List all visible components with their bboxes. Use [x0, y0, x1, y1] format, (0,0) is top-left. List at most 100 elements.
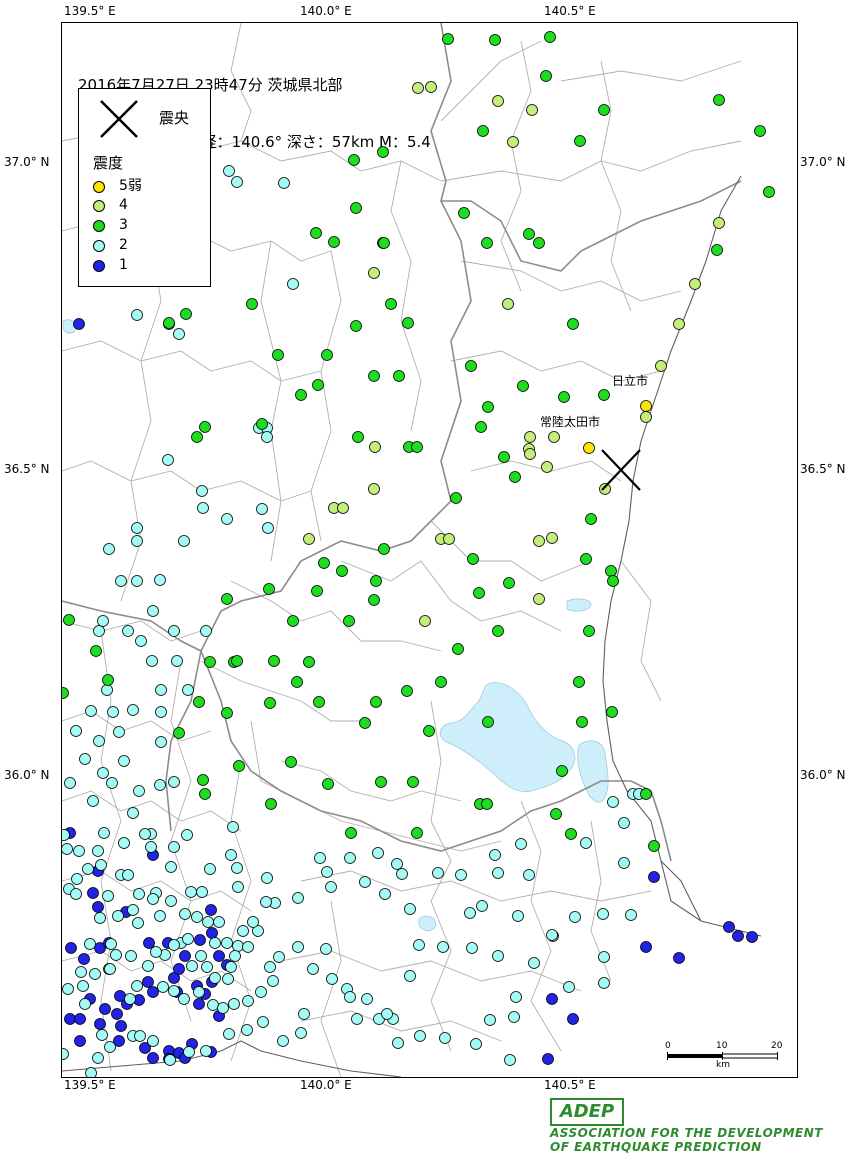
station-int1	[64, 1013, 76, 1025]
station-int2	[62, 829, 70, 841]
station-int2	[131, 309, 143, 321]
station-int2	[277, 1035, 289, 1047]
station-int3	[193, 696, 205, 708]
station-int2	[118, 837, 130, 849]
station-int2	[104, 1041, 116, 1053]
station-int3	[343, 615, 355, 627]
station-int2	[228, 998, 240, 1010]
station-int2	[292, 892, 304, 904]
station-int2	[131, 535, 143, 547]
station-int4	[533, 535, 545, 547]
station-int2	[242, 995, 254, 1007]
station-int2	[147, 605, 159, 617]
station-int3	[482, 716, 494, 728]
station-int3	[567, 318, 579, 330]
station-int2	[102, 890, 114, 902]
station-int2	[168, 776, 180, 788]
station-int1	[194, 934, 206, 946]
station-int3	[231, 655, 243, 667]
station-int2	[168, 625, 180, 637]
lat-label-left-3: 36.0° N	[4, 768, 50, 782]
station-int1	[168, 972, 180, 984]
lake-small-3	[418, 915, 437, 931]
station-int2	[179, 908, 191, 920]
station-int2	[182, 684, 194, 696]
station-int2	[62, 983, 74, 995]
station-int2	[598, 951, 610, 963]
station-int2	[321, 866, 333, 878]
station-int2	[154, 779, 166, 791]
station-int1	[179, 950, 191, 962]
station-int3	[523, 228, 535, 240]
station-int1	[65, 942, 77, 954]
station-int2	[237, 925, 249, 937]
station-int4	[673, 318, 685, 330]
adep-logo-line1: ASSOCIATION FOR THE DEVELOPMENT	[550, 1126, 823, 1140]
station-int1	[143, 937, 155, 949]
station-int1	[673, 952, 685, 964]
station-int2	[618, 857, 630, 869]
station-int2	[147, 893, 159, 905]
station-int3	[558, 391, 570, 403]
station-int1	[147, 986, 159, 998]
station-int3	[272, 349, 284, 361]
station-int3	[63, 614, 75, 626]
station-int2	[193, 986, 205, 998]
station-int2	[256, 503, 268, 515]
station-int4	[425, 81, 437, 93]
legend-dot-3	[93, 220, 105, 232]
station-int3	[489, 34, 501, 46]
legend-label-5lower: 5弱	[119, 178, 142, 194]
station-int2	[607, 796, 619, 808]
station-int2	[207, 999, 219, 1011]
station-int2	[155, 706, 167, 718]
station-int3	[246, 298, 258, 310]
station-int2	[625, 909, 637, 921]
station-int2	[391, 858, 403, 870]
station-int2	[82, 863, 94, 875]
station-int2	[508, 1011, 520, 1023]
station-int4	[303, 533, 315, 545]
station-int3	[256, 418, 268, 430]
station-int2	[98, 827, 110, 839]
station-int2	[95, 859, 107, 871]
scale-tick-10: 10	[716, 1041, 728, 1051]
station-int2	[183, 1046, 195, 1058]
station-int2	[325, 881, 337, 893]
station-int2	[168, 939, 180, 951]
station-int2	[314, 852, 326, 864]
epicenter-legend-icon	[100, 100, 138, 138]
station-int2	[107, 706, 119, 718]
station-int2	[512, 910, 524, 922]
station-int2	[118, 755, 130, 767]
station-int3	[754, 125, 766, 137]
station-int3	[640, 788, 652, 800]
station-int2	[115, 575, 127, 587]
station-int1	[147, 1052, 159, 1064]
station-int3	[713, 94, 725, 106]
epicenter-legend-label: 震央	[159, 109, 190, 127]
station-int2	[225, 961, 237, 973]
station-int3	[285, 756, 297, 768]
station-int2	[295, 1027, 307, 1039]
station-int2	[70, 725, 82, 737]
station-int2	[257, 1016, 269, 1028]
station-int3	[163, 317, 175, 329]
station-int3	[265, 798, 277, 810]
station-int2	[213, 916, 225, 928]
station-int2	[127, 704, 139, 716]
station-int2	[135, 635, 147, 647]
station-int3	[62, 687, 69, 699]
station-int3	[550, 808, 562, 820]
station-int2	[133, 785, 145, 797]
station-int2	[231, 176, 243, 188]
station-int2	[87, 795, 99, 807]
station-int3	[90, 645, 102, 657]
station-int3	[648, 840, 660, 852]
station-int2	[247, 916, 259, 928]
station-int3	[197, 774, 209, 786]
station-int2	[344, 852, 356, 864]
station-int2	[307, 963, 319, 975]
lake-small-2	[62, 319, 77, 334]
station-int2	[127, 807, 139, 819]
